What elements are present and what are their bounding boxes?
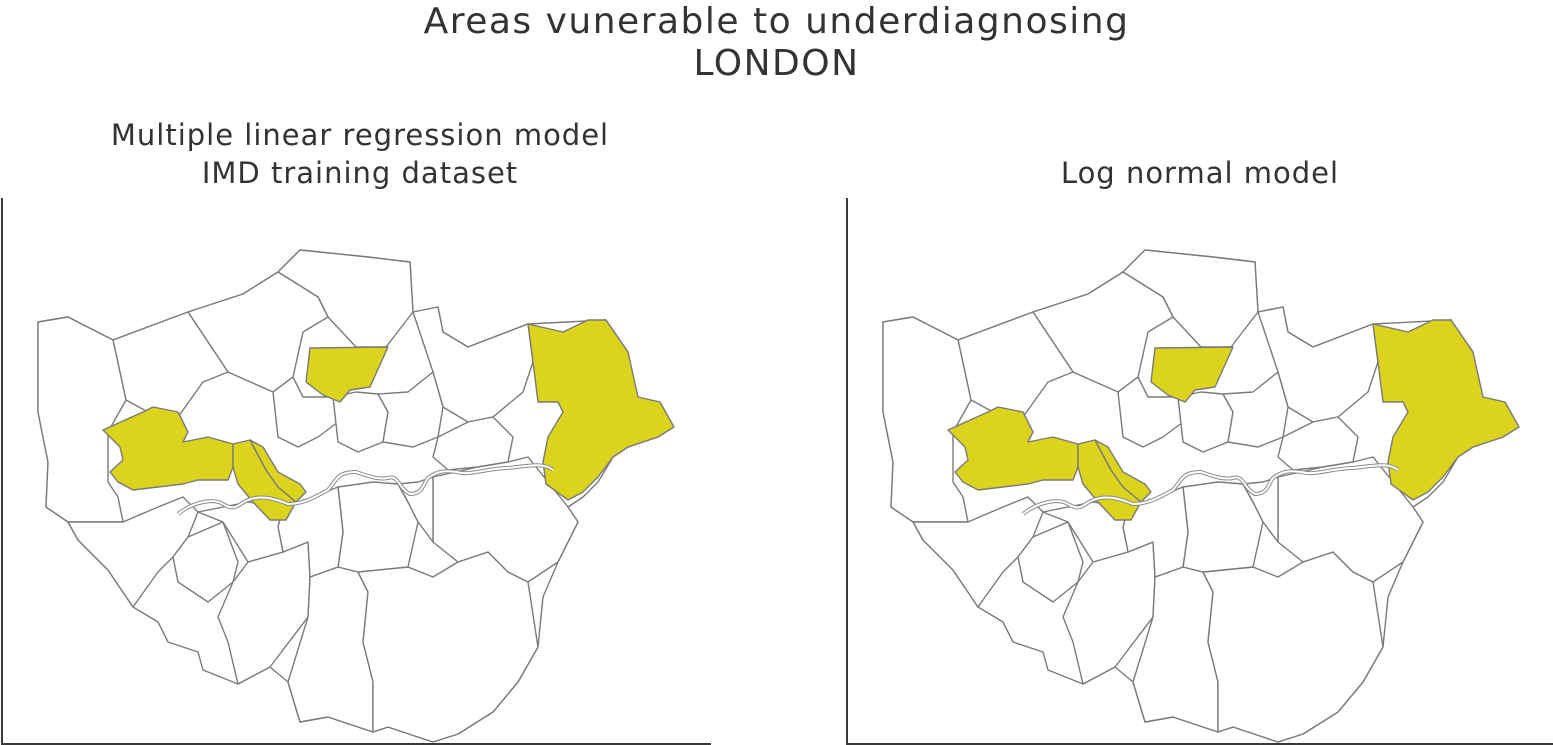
left-map-subtitle: IMD training dataset [201,156,519,190]
highlighted-borough-west [947,406,1079,491]
borough-sw2 [172,521,239,603]
borough-se1 [432,456,579,583]
river-thames-inner [1022,464,1399,515]
river-thames-inner [177,464,554,515]
right-london-map [882,249,1520,743]
highlighted-borough-east [527,319,675,501]
borough-sw2 [1017,521,1084,603]
borough-nw1 [112,311,229,418]
left-map-frame [1,198,711,745]
highlighted-borough-west [102,406,234,491]
borough-s3 [357,551,539,743]
borough-w1 [882,316,972,523]
left-london-map [37,249,675,743]
main-title: Areas vunerable to underdiagnosing [423,1,1130,42]
borough-se1 [1277,456,1424,583]
borough-nw1 [957,311,1074,418]
borough-s3 [1202,551,1384,743]
right-map-title: Log normal model [1060,156,1340,190]
highlighted-borough-central-west-b [1094,439,1152,503]
highlighted-borough-east [1372,319,1520,501]
borough-w1 [37,316,127,523]
left-map-title: Multiple linear regression model [110,118,610,152]
highlighted-borough-north-central [1150,346,1234,403]
borough-group [37,249,675,743]
borough-sw1 [67,496,199,608]
main-subtitle: LONDON [693,43,860,84]
borough-group [882,249,1520,743]
highlighted-borough-central-west-b [249,439,307,503]
borough-sw1 [912,496,1044,608]
highlighted-borough-north-central [305,346,389,403]
right-map-frame [846,198,1553,745]
